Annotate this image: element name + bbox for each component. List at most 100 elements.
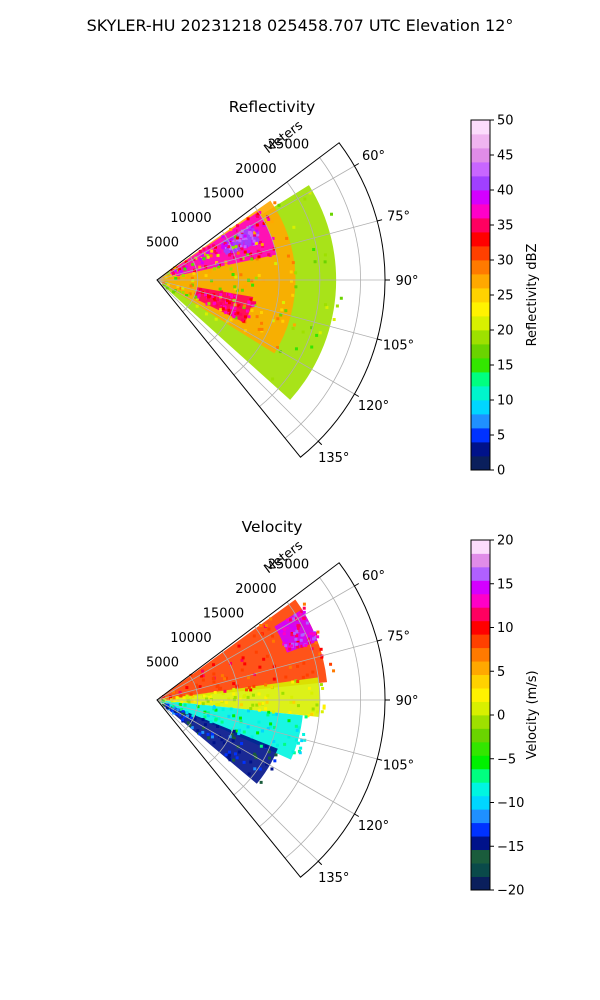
echo-speckle [288, 618, 292, 622]
echo-speckle [178, 713, 182, 717]
echo-speckle [173, 266, 177, 270]
echo-speckle [220, 738, 224, 742]
echo-speckle [227, 301, 231, 305]
echo-speckle [318, 652, 322, 656]
echo-speckle [219, 308, 223, 312]
echo-speckle [219, 302, 223, 306]
echo-speckle [293, 631, 297, 635]
echo-speckle [291, 680, 295, 684]
echo-speckle [243, 304, 247, 308]
echo-speckle [223, 677, 227, 681]
echo-speckle [201, 674, 205, 678]
echo-speckle [201, 730, 205, 734]
echo-speckle [251, 283, 255, 287]
echo-speckle [233, 695, 237, 699]
echo-speckle [230, 250, 234, 254]
echo-speckle [257, 692, 261, 696]
echo-speckle [199, 257, 203, 261]
echo-speckle [236, 241, 240, 245]
echo-speckle [206, 714, 210, 718]
echo-speckle [217, 717, 221, 721]
echo-speckle [282, 301, 286, 305]
echo-speckle [312, 247, 316, 251]
colorbar-tick-label: 15 [497, 577, 514, 592]
echo-speckle [307, 686, 311, 690]
echo-speckle [237, 750, 241, 754]
echo-speckle [221, 245, 225, 249]
echo-speckle [316, 630, 320, 634]
echo-speckle [254, 756, 258, 760]
echo-speckle [281, 691, 285, 695]
colorbar-swatch [471, 809, 490, 824]
echo-speckle [247, 315, 251, 319]
echo-speckle [233, 295, 237, 299]
colorbar-swatch [471, 372, 490, 387]
colorbar-swatch [471, 428, 490, 443]
echo-speckle [245, 309, 249, 313]
azimuth-line [156, 220, 378, 281]
echo-speckle [172, 690, 176, 694]
echo-speckle [178, 703, 182, 707]
echo-speckle [181, 712, 185, 716]
echo-speckle [211, 677, 215, 681]
echo-speckle [231, 739, 235, 743]
echo-speckle [294, 347, 298, 351]
angle-tick [377, 338, 383, 341]
echo-speckle [231, 246, 235, 250]
echo-speckle [182, 696, 186, 700]
echo-speckle [195, 683, 199, 687]
echo-speckle [195, 686, 199, 690]
echo-speckle [265, 654, 269, 658]
echo-speckle [207, 302, 211, 306]
echo-speckle [182, 265, 186, 269]
echo-speckle [241, 656, 245, 660]
echo-speckle [181, 710, 185, 714]
echo-speckle [294, 637, 298, 641]
echo-speckle [182, 715, 186, 719]
echo-speckle [274, 753, 278, 757]
echo-speckle [315, 710, 319, 714]
echo-speckle [266, 713, 270, 717]
echo-speckle [169, 697, 173, 701]
echo-speckle [259, 744, 263, 748]
colorbar-swatch [471, 442, 490, 457]
echo-speckle [210, 732, 214, 736]
echo-speckle [185, 711, 189, 715]
echo-speckle [249, 298, 253, 302]
echo-speckle [207, 694, 211, 698]
echo-speckle [252, 634, 256, 638]
colorbar-swatch [471, 795, 490, 810]
echo-speckle [291, 293, 295, 297]
echo-speckle [296, 704, 300, 708]
echo-speckle [280, 629, 284, 633]
range-ring [182, 675, 199, 732]
echo-speckle [178, 270, 182, 274]
echo-speckle [284, 309, 288, 313]
echo-speckle [185, 686, 189, 690]
colorbar-swatch [471, 344, 490, 359]
echo-speckle [311, 670, 315, 674]
echo-speckle [187, 700, 191, 704]
colorbar-swatch [471, 260, 490, 275]
echo-speckle [310, 712, 314, 716]
echo-speckle [283, 742, 287, 746]
angle-tick-label: 105° [383, 339, 414, 354]
panel-title: Reflectivity [229, 98, 316, 116]
echo-speckle [311, 707, 315, 711]
angle-tick [317, 440, 323, 446]
echo-speckle [232, 255, 236, 259]
echo-speckle [267, 627, 271, 631]
echo-speckle [320, 710, 324, 714]
echo-speckle [241, 250, 245, 254]
echo-speckle [255, 703, 259, 707]
echo-speckle [251, 703, 255, 707]
echo-speckle [205, 697, 209, 701]
echo-speckle [260, 243, 264, 247]
echo-speckle [243, 245, 247, 249]
echo-speckle [209, 720, 213, 724]
echo-speckle [264, 696, 268, 700]
echo-speckle [239, 257, 243, 261]
colorbar-swatch [471, 634, 490, 649]
echo-speckle [233, 235, 237, 239]
colorbar-swatch [471, 661, 490, 676]
